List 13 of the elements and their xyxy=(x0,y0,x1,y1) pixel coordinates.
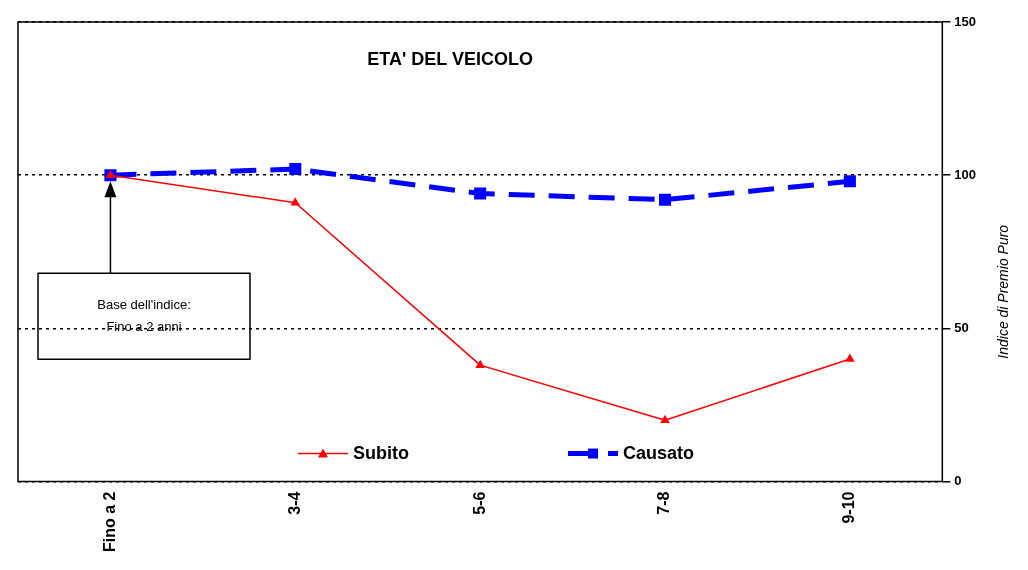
x-tick-label: Fino a 2 xyxy=(100,491,118,552)
legend-label: Causato xyxy=(623,442,695,463)
x-tick-label: 9-10 xyxy=(840,491,858,524)
legend-label: Subito xyxy=(353,442,409,463)
x-tick-label: 7-8 xyxy=(655,491,673,515)
x-tick-label: 3-4 xyxy=(285,491,303,515)
y-tick-label: 0 xyxy=(954,473,962,489)
y-tick-label: 100 xyxy=(954,166,977,182)
y-tick-label: 50 xyxy=(954,319,969,335)
y-tick-label: 150 xyxy=(954,13,977,29)
x-tick-label: 5-6 xyxy=(470,491,488,515)
text: ETA' DEL VEICOLO xyxy=(367,48,533,69)
y-axis-title: Indice di Premio Puro xyxy=(995,224,1012,359)
